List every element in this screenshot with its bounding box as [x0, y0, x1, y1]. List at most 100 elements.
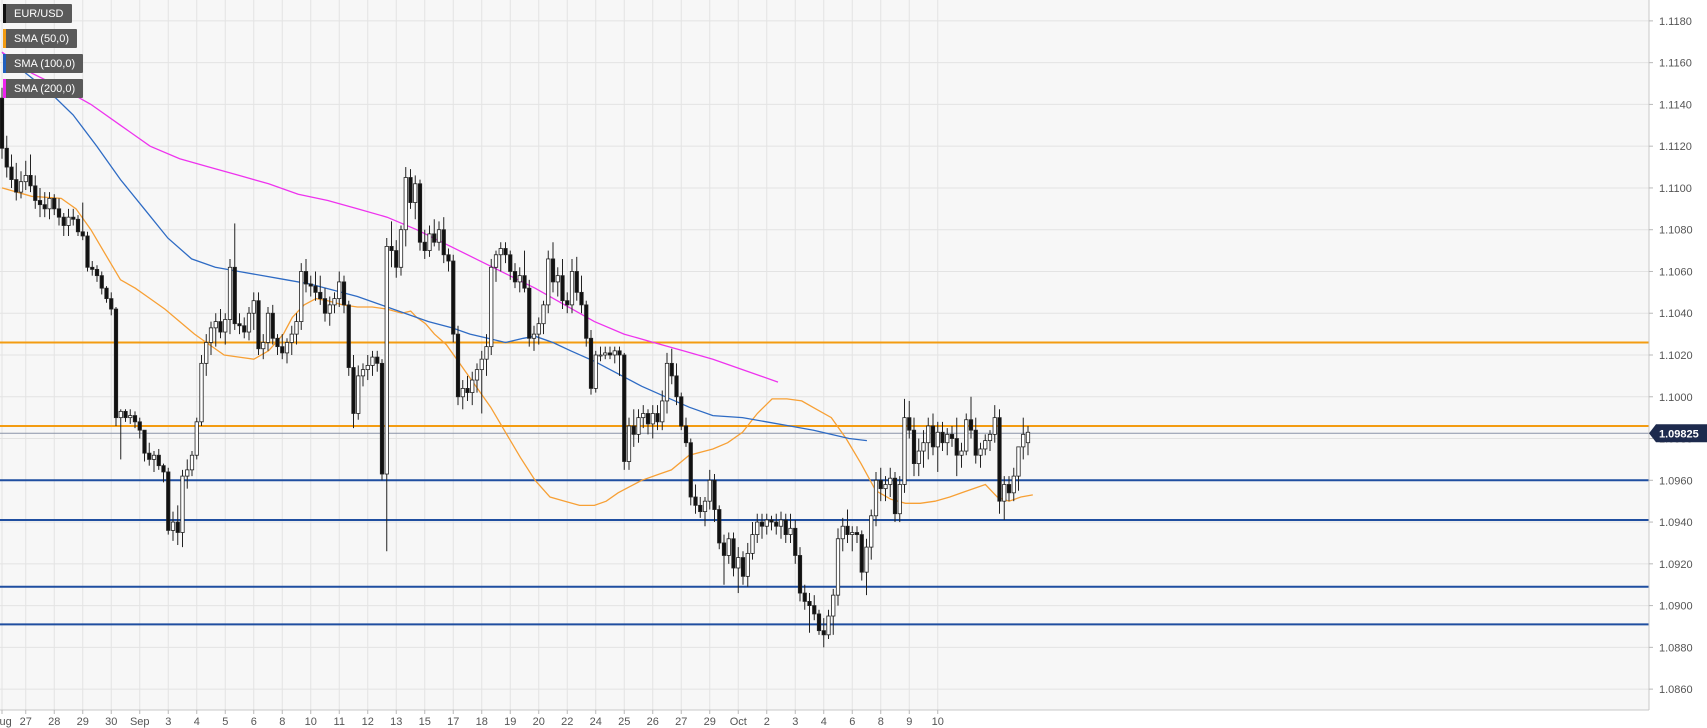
- candle-body: [641, 413, 646, 419]
- candle-body: [185, 469, 190, 477]
- candle-body: [379, 362, 385, 475]
- candle: [394, 240, 399, 278]
- candle: [341, 275, 347, 314]
- candle: [565, 292, 570, 314]
- x-tick-label: Aug: [0, 716, 12, 728]
- candle-body: [702, 500, 708, 513]
- x-tick-label: 24: [590, 716, 602, 728]
- candle: [246, 306, 252, 341]
- candle: [389, 221, 394, 268]
- candle: [603, 346, 608, 360]
- candle: [327, 296, 332, 326]
- candle-body: [940, 431, 945, 444]
- candle: [56, 198, 62, 226]
- candle-body: [308, 283, 313, 287]
- sma-line: [1, 51, 779, 383]
- candle: [607, 346, 613, 360]
- candle-body: [94, 268, 100, 277]
- candle-body: [318, 291, 323, 300]
- candle-body: [588, 337, 594, 389]
- x-tick-label: 6: [251, 716, 257, 728]
- candle: [731, 532, 736, 577]
- candle-body: [474, 369, 480, 381]
- y-axis-ticks: 1.1180 1.1160 1.1140 1.1120 1.1100 1.1080 1.10…: [1649, 16, 1693, 696]
- candle: [802, 584, 807, 610]
- candle-body: [52, 197, 57, 210]
- candle-body: [873, 479, 879, 517]
- candle-body: [75, 218, 81, 233]
- candle: [835, 528, 841, 606]
- y-tick-label: 1.1000: [1659, 392, 1693, 404]
- candle: [104, 286, 109, 303]
- y-tick-label: 1.1020: [1659, 350, 1693, 362]
- candle-body: [180, 475, 185, 533]
- candle-body: [18, 181, 24, 193]
- candle-body: [717, 509, 722, 544]
- candle: [365, 355, 370, 381]
- candle: [313, 271, 318, 301]
- candle-body: [432, 233, 437, 243]
- candle: [384, 238, 389, 552]
- candle: [598, 346, 603, 362]
- candle: [522, 250, 527, 293]
- candle: [664, 352, 670, 414]
- candle: [28, 154, 33, 193]
- candle: [360, 363, 366, 387]
- candle-body: [997, 417, 1002, 502]
- candle-body: [892, 477, 898, 515]
- candle: [569, 258, 575, 314]
- x-tick-label: 30: [105, 716, 117, 728]
- candle-body: [213, 321, 218, 329]
- candle: [759, 513, 765, 539]
- y-tick-label: 1.1180: [1659, 16, 1692, 28]
- candle: [1006, 476, 1012, 502]
- candle: [61, 213, 66, 236]
- x-tick-label: 29: [77, 716, 89, 728]
- candle-body: [232, 266, 237, 325]
- candle: [902, 398, 907, 493]
- x-tick-label: 4: [194, 716, 200, 728]
- candle-body: [398, 229, 404, 268]
- candle: [617, 346, 622, 376]
- legend-item-sma200[interactable]: SMA (200,0): [3, 79, 84, 98]
- candle: [170, 511, 176, 541]
- y-tick-label: 1.1100: [1659, 183, 1692, 195]
- candle-body: [807, 601, 812, 606]
- candle: [869, 509, 874, 560]
- candle-body: [755, 521, 760, 535]
- legend-item-sma50[interactable]: SMA (50,0): [3, 29, 78, 48]
- legend-item-eurusd[interactable]: EUR/USD: [3, 4, 72, 23]
- x-tick-label: 19: [504, 716, 516, 728]
- candle-body: [541, 304, 546, 325]
- candle: [441, 217, 446, 264]
- x-tick-label: 13: [390, 716, 402, 728]
- candle: [503, 242, 508, 264]
- candle-body: [303, 271, 309, 285]
- candle-body: [265, 312, 271, 343]
- candle: [797, 547, 803, 602]
- grid-lines: [0, 0, 1649, 710]
- candle-body: [128, 415, 133, 419]
- candle: [1021, 417, 1026, 460]
- candle-body: [688, 442, 693, 498]
- candle-body: [945, 433, 950, 444]
- candle: [807, 593, 812, 633]
- candle-body: [479, 358, 484, 371]
- candle: [873, 471, 879, 527]
- candle-body: [455, 333, 461, 398]
- x-tick-label: 6: [849, 716, 855, 728]
- candle-body: [261, 342, 266, 350]
- candle-body: [132, 415, 138, 423]
- candle: [1016, 446, 1021, 491]
- candle-body: [736, 557, 741, 569]
- candle: [560, 258, 565, 310]
- candle: [921, 430, 926, 468]
- candle: [379, 359, 385, 481]
- legend-swatch-sma50: [3, 29, 6, 48]
- candle: [717, 505, 722, 550]
- candle: [109, 292, 114, 316]
- candle-body: [166, 471, 171, 531]
- candle: [417, 179, 423, 251]
- legend-item-sma100[interactable]: SMA (100,0): [3, 54, 84, 73]
